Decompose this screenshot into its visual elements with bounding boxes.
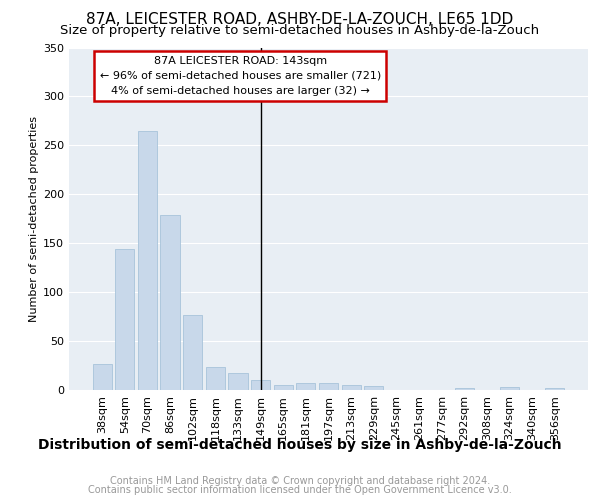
Text: 87A LEICESTER ROAD: 143sqm
← 96% of semi-detached houses are smaller (721)
4% of: 87A LEICESTER ROAD: 143sqm ← 96% of semi…	[100, 56, 381, 96]
Text: Size of property relative to semi-detached houses in Ashby-de-la-Zouch: Size of property relative to semi-detach…	[61, 24, 539, 37]
Y-axis label: Number of semi-detached properties: Number of semi-detached properties	[29, 116, 39, 322]
Bar	[206, 366, 225, 390]
Bar	[92, 364, 112, 390]
Text: 87A, LEICESTER ROAD, ASHBY-DE-LA-ZOUCH, LE65 1DD: 87A, LEICESTER ROAD, ASHBY-DE-LA-ZOUCH, …	[86, 12, 514, 26]
Bar	[183, 314, 202, 390]
Text: Contains public sector information licensed under the Open Government Licence v3: Contains public sector information licen…	[88, 485, 512, 495]
Bar	[455, 388, 474, 390]
Bar	[229, 374, 248, 390]
Text: Distribution of semi-detached houses by size in Ashby-de-la-Zouch: Distribution of semi-detached houses by …	[38, 438, 562, 452]
Text: Contains HM Land Registry data © Crown copyright and database right 2024.: Contains HM Land Registry data © Crown c…	[110, 476, 490, 486]
Bar	[319, 383, 338, 390]
Bar	[160, 215, 180, 390]
Bar	[500, 387, 519, 390]
Bar	[138, 130, 157, 390]
Bar	[341, 385, 361, 390]
Bar	[364, 386, 383, 390]
Bar	[274, 385, 293, 390]
Bar	[251, 380, 270, 390]
Bar	[296, 383, 316, 390]
Bar	[545, 388, 565, 390]
Bar	[115, 249, 134, 390]
